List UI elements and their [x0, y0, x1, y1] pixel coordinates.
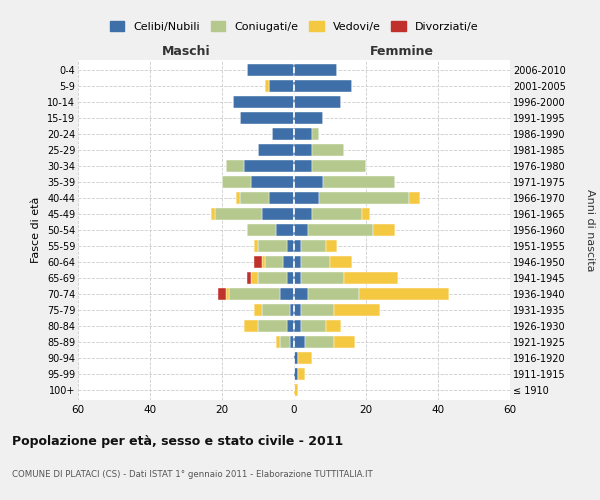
Bar	[294, 352, 298, 364]
Bar	[294, 272, 301, 284]
Bar	[236, 192, 240, 204]
Bar	[308, 224, 373, 236]
Bar	[301, 256, 330, 268]
Bar	[287, 272, 294, 284]
Bar	[254, 240, 258, 252]
Bar	[262, 208, 294, 220]
Bar	[301, 304, 334, 316]
Bar	[240, 112, 294, 124]
Bar	[265, 80, 269, 92]
Bar	[373, 224, 395, 236]
Bar	[229, 288, 280, 300]
Bar	[301, 240, 326, 252]
Bar	[265, 256, 283, 268]
Bar	[326, 240, 337, 252]
Bar	[362, 208, 370, 220]
Bar	[294, 192, 319, 204]
Bar	[294, 304, 301, 316]
Bar	[251, 176, 294, 188]
Bar	[294, 112, 323, 124]
Bar	[308, 288, 359, 300]
Bar	[276, 336, 280, 348]
Bar	[287, 320, 294, 332]
Bar	[294, 208, 312, 220]
Bar	[294, 368, 298, 380]
Text: Popolazione per età, sesso e stato civile - 2011: Popolazione per età, sesso e stato civil…	[12, 435, 343, 448]
Bar	[301, 272, 344, 284]
Bar	[330, 256, 352, 268]
Bar	[240, 192, 269, 204]
Legend: Celibi/Nubili, Coniugati/e, Vedovi/e, Divorziati/e: Celibi/Nubili, Coniugati/e, Vedovi/e, Di…	[106, 18, 482, 36]
Bar	[294, 80, 352, 92]
Bar	[247, 224, 276, 236]
Y-axis label: Fasce di età: Fasce di età	[31, 197, 41, 263]
Bar	[298, 352, 312, 364]
Bar	[262, 256, 265, 268]
Bar	[254, 304, 262, 316]
Bar	[215, 208, 262, 220]
Bar	[251, 272, 258, 284]
Bar	[280, 288, 294, 300]
Bar	[272, 128, 294, 140]
Bar	[312, 208, 362, 220]
Bar	[294, 96, 341, 108]
Bar	[254, 256, 262, 268]
Bar	[409, 192, 420, 204]
Bar	[294, 256, 301, 268]
Bar	[258, 272, 287, 284]
Bar	[262, 304, 290, 316]
Bar	[269, 192, 294, 204]
Bar	[290, 336, 294, 348]
Bar	[283, 256, 294, 268]
Bar	[226, 288, 229, 300]
Bar	[290, 304, 294, 316]
Bar	[280, 336, 290, 348]
Bar	[218, 288, 226, 300]
Bar	[344, 272, 398, 284]
Bar	[301, 320, 326, 332]
Bar	[233, 96, 294, 108]
Bar	[312, 160, 366, 172]
Bar	[294, 224, 308, 236]
Bar	[294, 384, 298, 396]
Bar	[298, 368, 305, 380]
Bar	[294, 336, 305, 348]
Text: Femmine: Femmine	[370, 46, 434, 59]
Y-axis label: Anni di nascita: Anni di nascita	[585, 188, 595, 271]
Bar	[359, 288, 449, 300]
Bar	[258, 240, 287, 252]
Bar	[312, 128, 319, 140]
Bar	[226, 160, 244, 172]
Bar	[294, 144, 312, 156]
Bar	[258, 144, 294, 156]
Bar	[312, 144, 344, 156]
Bar	[287, 240, 294, 252]
Bar	[334, 336, 355, 348]
Bar	[305, 336, 334, 348]
Bar	[244, 320, 258, 332]
Text: Maschi: Maschi	[161, 46, 211, 59]
Bar	[211, 208, 215, 220]
Bar	[294, 64, 337, 76]
Bar	[258, 320, 287, 332]
Bar	[244, 160, 294, 172]
Bar	[222, 176, 251, 188]
Text: COMUNE DI PLATACI (CS) - Dati ISTAT 1° gennaio 2011 - Elaborazione TUTTITALIA.IT: COMUNE DI PLATACI (CS) - Dati ISTAT 1° g…	[12, 470, 373, 479]
Bar	[247, 272, 251, 284]
Bar	[334, 304, 380, 316]
Bar	[247, 64, 294, 76]
Bar	[294, 128, 312, 140]
Bar	[326, 320, 341, 332]
Bar	[294, 288, 308, 300]
Bar	[294, 240, 301, 252]
Bar	[294, 320, 301, 332]
Bar	[276, 224, 294, 236]
Bar	[323, 176, 395, 188]
Bar	[294, 176, 323, 188]
Bar	[269, 80, 294, 92]
Bar	[319, 192, 409, 204]
Bar	[294, 160, 312, 172]
